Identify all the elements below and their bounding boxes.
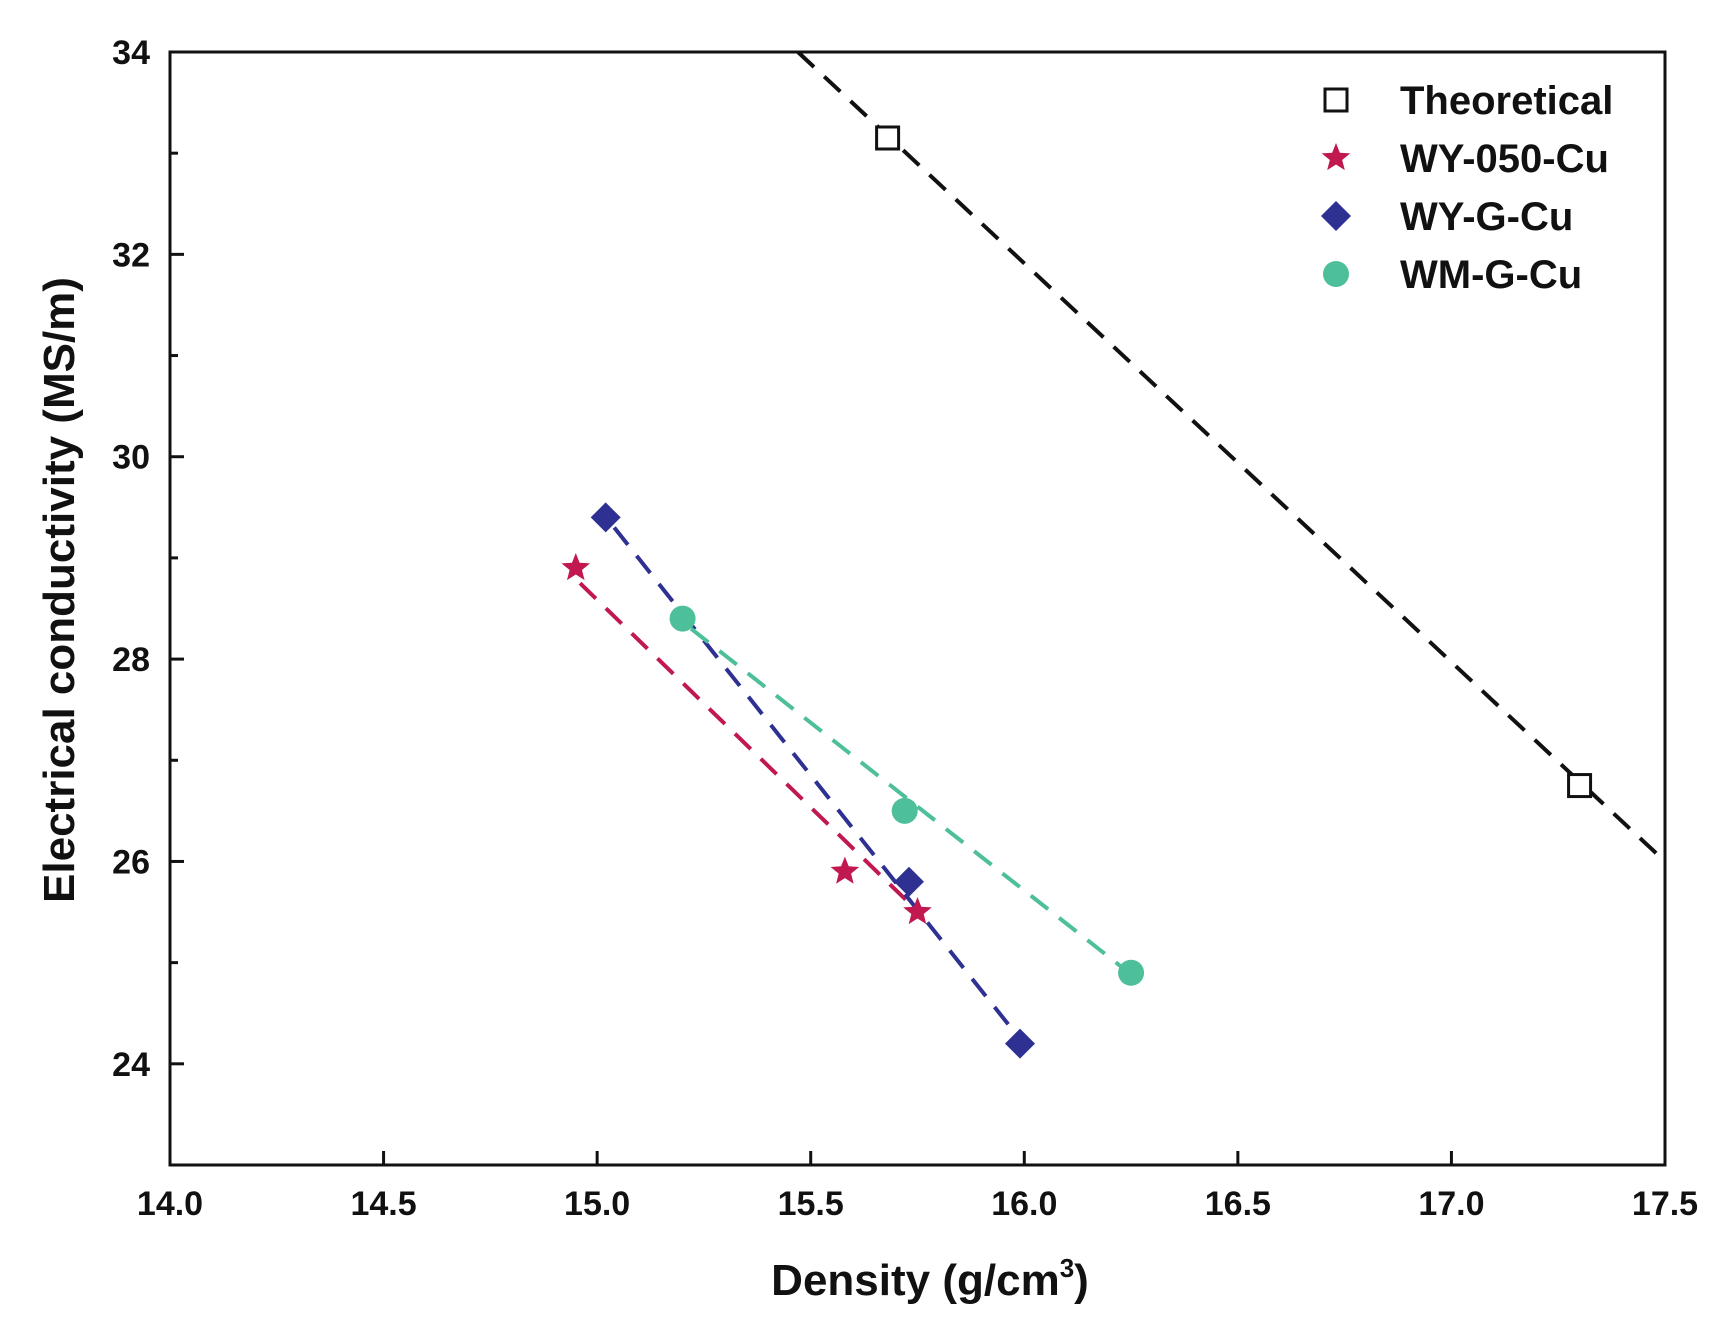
x-axis-title-end: ) <box>1074 1256 1089 1305</box>
trend-line-theoretical <box>796 50 1667 863</box>
trend-line-wy-g-cu <box>612 526 1014 1030</box>
data-point-theoretical <box>875 125 901 151</box>
legend-marker-wm-g-cu <box>1323 261 1349 287</box>
x-axis-title-superscript: 3 <box>1060 1253 1074 1283</box>
x-tick-label: 16.5 <box>1205 1185 1271 1223</box>
y-tick-label: 30 <box>112 439 150 477</box>
data-point-wm-g-cu <box>669 605 696 632</box>
legend-marker-theoretical <box>1323 87 1349 113</box>
data-point-wm-g-cu <box>891 797 918 824</box>
y-tick-label: 28 <box>112 641 150 679</box>
x-tick-label: 17.5 <box>1632 1185 1698 1223</box>
x-tick-label: 14.0 <box>137 1185 203 1223</box>
x-tick-label: 15.0 <box>564 1185 630 1223</box>
x-ticks: 14.0 14.5 15.0 15.5 16.0 16.5 17.0 17.5 <box>137 1151 1698 1223</box>
y-tick-label: 26 <box>112 843 150 881</box>
data-point-wy-g-cu <box>1005 1028 1036 1059</box>
x-axis-title: Density (g/cm3) <box>771 1253 1089 1305</box>
legend-label-theoretical: Theoretical <box>1400 79 1613 123</box>
y-tick-label: 34 <box>112 34 150 72</box>
legend: Theoretical WY-050-Cu WY-G-Cu WM-G-Cu <box>1321 79 1613 297</box>
legend-marker-wy-g-cu <box>1321 201 1351 231</box>
legend-label-wy-050-cu: WY-050-Cu <box>1400 137 1609 181</box>
y-tick-label: 32 <box>112 236 150 274</box>
data-point-wy-050-cu <box>830 856 860 884</box>
plot-frame <box>168 50 1667 1167</box>
data-points <box>561 125 1593 1059</box>
x-tick-label: 15.5 <box>778 1185 844 1223</box>
y-axis-title: Electrical conductivity (MS/m) <box>35 277 84 903</box>
x-tick-label: 16.0 <box>991 1185 1057 1223</box>
trend-line-wm-g-cu <box>689 627 1124 970</box>
axes <box>168 50 1667 1167</box>
trend-lines <box>578 50 1667 1030</box>
data-point-wy-g-cu <box>590 502 621 533</box>
data-point-wm-g-cu <box>1118 959 1145 986</box>
legend-label-wm-g-cu: WM-G-Cu <box>1400 253 1582 297</box>
y-tick-label: 24 <box>112 1046 150 1084</box>
legend-marker-wy-050-cu <box>1321 143 1351 171</box>
x-axis-title-main: Density (g/cm <box>771 1256 1060 1305</box>
x-tick-label: 17.0 <box>1418 1185 1484 1223</box>
data-point-wy-g-cu <box>893 866 924 897</box>
data-point-wy-050-cu <box>903 897 932 925</box>
x-tick-label: 14.5 <box>350 1185 416 1223</box>
legend-label-wy-g-cu: WY-G-Cu <box>1400 195 1573 239</box>
y-ticks: 24 26 28 30 32 34 <box>112 34 184 1167</box>
trend-line-wy-050-cu <box>578 581 915 909</box>
data-point-theoretical <box>1567 773 1593 799</box>
data-point-wy-050-cu <box>561 553 591 581</box>
